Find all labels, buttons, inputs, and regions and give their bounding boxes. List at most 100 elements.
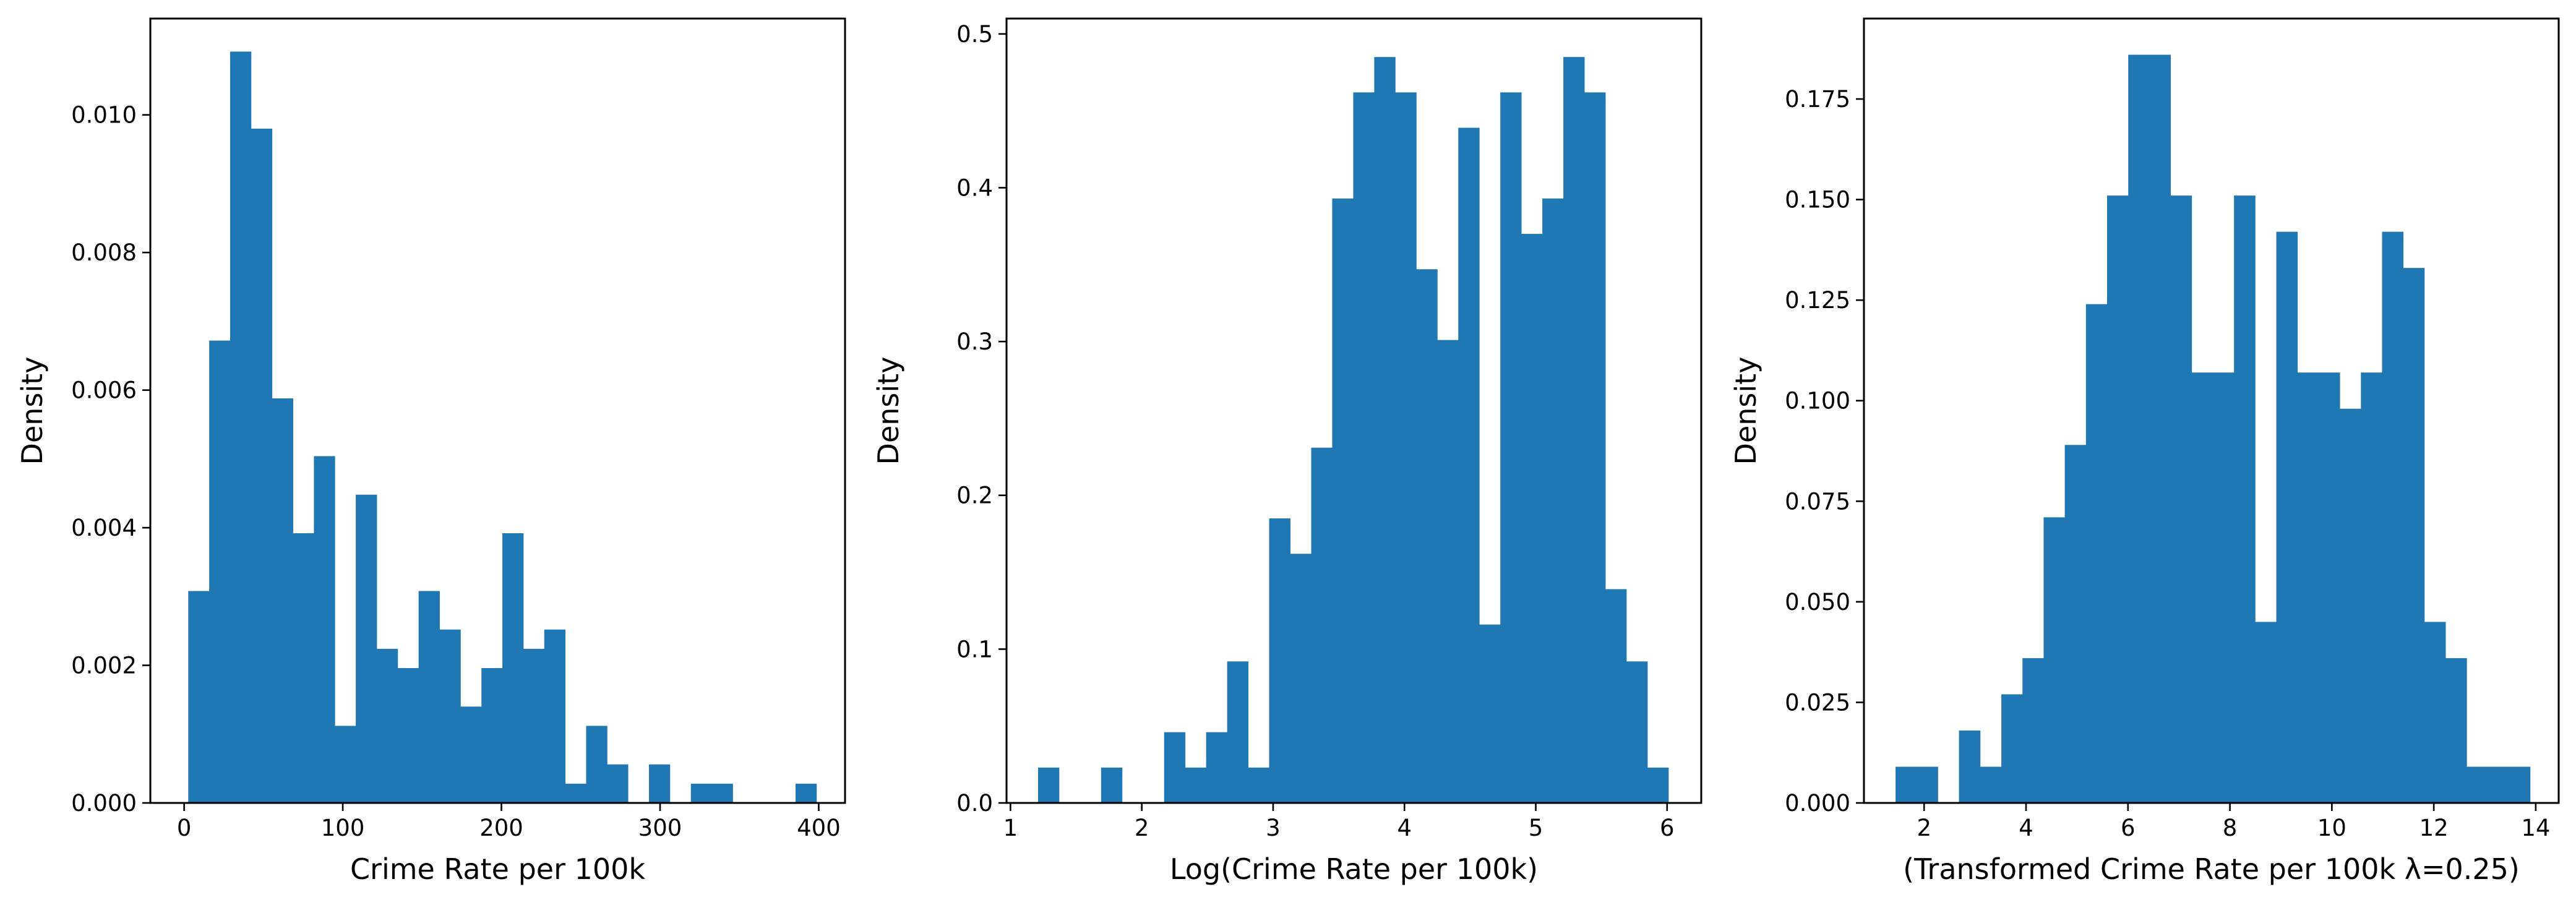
x-tick-label: 12 <box>2419 815 2449 841</box>
histogram-bar <box>565 783 586 803</box>
histogram-bar <box>376 648 398 803</box>
y-tick-label: 0.004 <box>71 515 137 541</box>
x-tick-label: 400 <box>797 815 841 841</box>
histogram-bar <box>335 726 356 803</box>
histogram-bar <box>1521 234 1543 804</box>
y-axis-label: Density <box>1729 357 1762 465</box>
axes-frame <box>1005 17 1702 804</box>
histogram-bar <box>2297 372 2319 803</box>
histogram-bar <box>1458 127 1480 803</box>
x-tick-label: 10 <box>2317 815 2346 841</box>
y-axis-label: Density <box>872 357 905 465</box>
histogram-bar <box>230 51 252 803</box>
histogram-bar <box>314 456 335 803</box>
y-tick-label: 0.010 <box>71 102 137 129</box>
histogram-log-crime-rate: 1 2 3 4 5 6 0.0 0.1 0.2 0.3 0.4 0.5 Log(Crime Rate p… <box>872 17 1702 886</box>
histogram-bar <box>1227 661 1249 803</box>
x-tick-label: 200 <box>479 815 523 841</box>
histogram-bar <box>711 783 733 803</box>
histogram-bar <box>356 494 377 803</box>
x-tick-label: 2 <box>1917 815 1931 841</box>
y-axis-label: Density <box>15 357 49 465</box>
y-tick-label: 0.006 <box>71 377 137 404</box>
y-tick-label: 0.050 <box>1785 589 1850 615</box>
histogram-bar <box>439 629 461 803</box>
histogram-bar <box>1248 767 1269 803</box>
histogram-bar <box>2107 195 2129 803</box>
x-tick-label: 2 <box>1135 815 1149 841</box>
x-tick-label: 4 <box>2019 815 2033 841</box>
histogram-bar <box>1353 92 1375 804</box>
histogram-bar <box>2234 195 2256 803</box>
histogram-bar <box>1037 767 1060 803</box>
x-axis-label: Crime Rate per 100k <box>350 852 645 886</box>
histogram-bar <box>2191 372 2213 803</box>
histogram-bar <box>1311 447 1333 803</box>
histogram-bar <box>2085 304 2108 803</box>
histogram-bar <box>2064 445 2087 803</box>
histogram-bar <box>1206 732 1228 803</box>
histogram-bar <box>1500 92 1522 804</box>
histogram-bar <box>2382 231 2404 803</box>
axes-frame <box>149 17 846 804</box>
histogram-bar <box>1185 767 1207 803</box>
histogram-bar <box>1101 767 1123 803</box>
histogram-bar <box>2255 622 2277 803</box>
x-tick-label: 4 <box>1397 815 1412 841</box>
histogram-bar <box>2424 622 2446 803</box>
histogram-bar <box>1395 92 1417 804</box>
x-tick-label: 100 <box>321 815 365 841</box>
histogram-bar <box>690 783 712 803</box>
y-tick-label: 0.3 <box>956 328 993 355</box>
y-tick-label: 0.075 <box>1785 488 1850 515</box>
y-tick-label: 0.2 <box>956 483 993 509</box>
histogram-transformed-crime-rate: 2 4 6 8 10 12 14 0.000 0.025 0.050 0.075 0.100 0.125… <box>1729 17 2560 886</box>
histogram-bar <box>1479 624 1501 803</box>
histogram-bar <box>272 398 293 803</box>
histogram-bar <box>1332 198 1354 803</box>
x-tick-label: 8 <box>2223 815 2238 841</box>
histogram-bar <box>1416 269 1438 803</box>
histogram-bar <box>397 667 419 803</box>
histogram-bar <box>2128 54 2150 803</box>
histogram-bar <box>2488 766 2510 803</box>
x-axis-label: (Transformed Crime Rate per 100k λ=0.25) <box>1903 852 2520 886</box>
x-tick-label: 6 <box>1660 815 1675 841</box>
histogram-bar <box>2149 54 2171 803</box>
histogram-bar <box>544 629 566 803</box>
histogram-bar <box>502 533 524 803</box>
x-tick-label: 0 <box>177 815 192 841</box>
histogram-bar <box>2212 372 2235 803</box>
x-tick-label: 1 <box>1003 815 1018 841</box>
x-tick-label: 14 <box>2521 815 2550 841</box>
x-tick-label: 3 <box>1266 815 1281 841</box>
y-tick-label: 0.4 <box>956 174 993 201</box>
histogram-bar <box>293 533 314 803</box>
histogram-bar <box>2509 766 2531 803</box>
histogram-bar <box>586 726 608 803</box>
histogram-bar <box>1269 518 1290 803</box>
x-tick-label: 5 <box>1529 815 1543 841</box>
histogram-bar <box>1980 766 2002 803</box>
y-tick-label: 0.025 <box>1785 689 1850 716</box>
histogram-bar <box>1164 732 1186 803</box>
histogram-bar <box>2022 658 2044 803</box>
y-tick-label: 0.5 <box>956 21 993 48</box>
y-tick-label: 0.008 <box>71 239 137 266</box>
histogram-bar <box>649 764 671 803</box>
histogram-bar <box>1563 57 1585 803</box>
y-tick-label: 0.100 <box>1785 388 1850 414</box>
histogram-bar <box>2043 517 2066 803</box>
histogram-bar <box>460 706 482 803</box>
histogram-bar <box>1647 767 1669 803</box>
histogram-bar <box>2318 372 2340 803</box>
histogram-bar <box>418 591 440 803</box>
histogram-bar <box>1626 661 1648 803</box>
x-tick-label: 6 <box>2121 815 2136 841</box>
histogram-bar <box>2445 658 2467 803</box>
y-tick-label: 0.002 <box>71 653 137 679</box>
histogram-bar <box>1959 730 1981 803</box>
histogram-bar <box>2001 694 2023 803</box>
histogram-bar <box>1542 198 1564 803</box>
